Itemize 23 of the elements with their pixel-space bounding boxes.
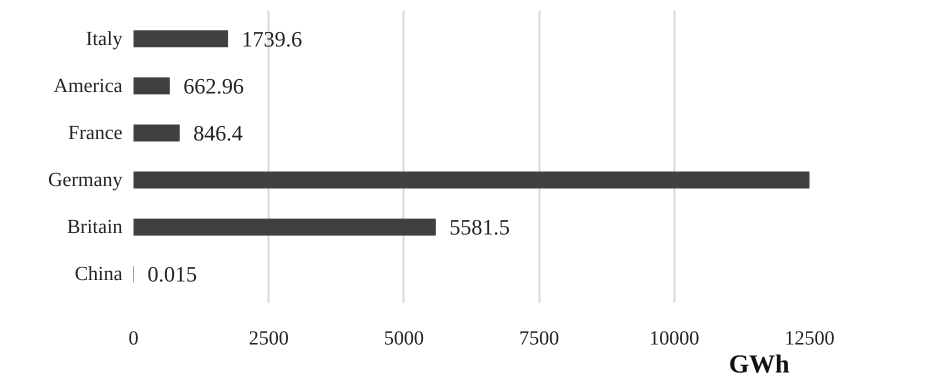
x-axis-title: GWh <box>728 350 790 378</box>
x-tick-label: 5000 <box>384 328 424 350</box>
bar <box>134 172 810 189</box>
data-label: 1739.6 <box>242 26 302 52</box>
data-label: 846.4 <box>193 120 243 146</box>
x-tick-label: 10000 <box>649 328 700 350</box>
data-label: 5581.5 <box>449 214 510 240</box>
data-label: 662.96 <box>183 73 244 98</box>
y-tick-label: America <box>54 74 123 97</box>
x-tick-label: 0 <box>128 328 138 350</box>
x-tick-label: 12500 <box>784 328 834 350</box>
bar <box>134 77 170 94</box>
y-tick-label: France <box>68 122 123 144</box>
x-tick-label: 7500 <box>519 328 560 350</box>
data-label: 0.015 <box>148 262 197 287</box>
x-tick-label: 2500 <box>248 328 289 350</box>
y-tick-label: Germany <box>48 169 123 192</box>
y-tick-label: Britain <box>66 216 122 238</box>
bar <box>134 218 436 236</box>
y-tick-label: Italy <box>86 28 123 50</box>
bar <box>134 30 228 48</box>
bar <box>134 124 180 142</box>
y-tick-label: China <box>74 263 123 286</box>
